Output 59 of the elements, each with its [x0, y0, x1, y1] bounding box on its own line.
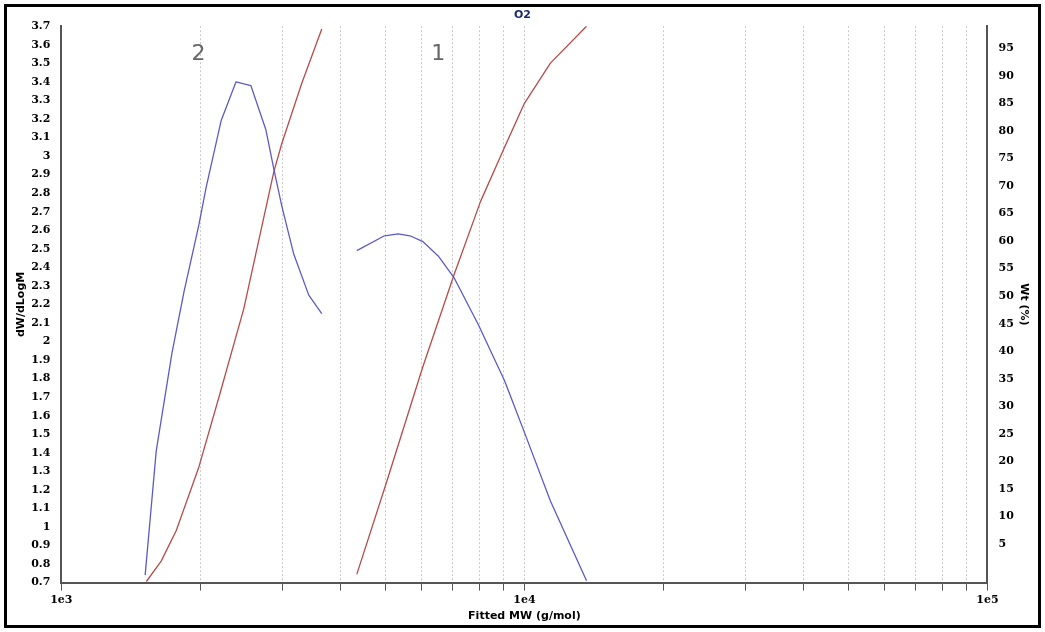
annotation: 2 — [191, 39, 206, 65]
y2-tick-label: 35 — [998, 371, 1014, 385]
y-tick-label: 3.1 — [31, 130, 51, 144]
y-tick-label: 3.7 — [31, 19, 51, 33]
y-tick-label: 2.5 — [31, 241, 51, 255]
y-tick-label: 1.3 — [31, 464, 51, 478]
y-tick-label: 2.8 — [31, 185, 51, 199]
y2-tick-label: 15 — [998, 481, 1014, 495]
y2-tick-label: 45 — [998, 316, 1014, 330]
y2-tick-label: 85 — [998, 96, 1014, 110]
y-tick-label: 1.8 — [31, 371, 51, 385]
y-tick-label: 3.2 — [31, 111, 51, 125]
y2-tick-label: 40 — [998, 344, 1015, 358]
y2-tick-label: 50 — [998, 289, 1015, 302]
y2-tick-label: 80 — [998, 123, 1015, 137]
chart-title: O2 — [513, 8, 532, 22]
y-tick-label: 3 — [42, 148, 51, 162]
x-tick-label: 1e4 — [513, 593, 536, 607]
y-tick-label: 2.4 — [31, 260, 51, 274]
y-tick-label: 1.4 — [31, 445, 51, 459]
y-tick-label: 0.7 — [31, 575, 51, 589]
y-tick-label: 3.5 — [31, 56, 51, 70]
y2-tick-label: 25 — [998, 426, 1014, 440]
y-axis-title: dW/dLogM — [14, 271, 28, 338]
y-tick-label: 2 — [42, 334, 51, 348]
y2-tick-label: 70 — [998, 178, 1015, 192]
y-tick-label: 1.2 — [31, 482, 51, 496]
y-tick-label: 0.8 — [31, 556, 51, 570]
y2-tick-label: 60 — [998, 233, 1015, 247]
y2-tick-label: 90 — [998, 68, 1015, 82]
y-tick-label: 1.1 — [31, 501, 51, 515]
y-tick-label: 1.6 — [31, 408, 51, 422]
y-tick-label: 2.9 — [31, 167, 51, 181]
y-tick-label: 2.1 — [31, 315, 51, 329]
y2-tick-label: 20 — [998, 454, 1015, 468]
y-tick-label: 0.9 — [31, 538, 51, 552]
annotation: 1 — [431, 39, 446, 65]
x-tick-label: 1e5 — [976, 593, 999, 607]
y-tick-label: 2.2 — [31, 297, 51, 311]
y-tick-label: 1 — [42, 519, 51, 533]
x-tick-label: 1e3 — [50, 593, 73, 607]
y-tick-label: 2.7 — [31, 204, 51, 218]
y-tick-label: 3.4 — [31, 74, 51, 88]
y-tick-label: 1.5 — [31, 427, 51, 441]
y2-tick-label: 75 — [998, 151, 1014, 165]
y2-tick-label: 55 — [998, 261, 1014, 275]
y-tick-label: 3.6 — [31, 37, 51, 51]
y-tick-label: 3.3 — [31, 93, 51, 107]
y2-tick-label: 10 — [998, 509, 1015, 523]
y2-tick-label: 30 — [998, 399, 1015, 413]
x-axis-title: Fitted MW (g/mol) — [468, 609, 581, 623]
y-tick-label: 1.7 — [31, 389, 51, 403]
y-tick-label: 2.6 — [31, 223, 51, 237]
y-tick-label: 2.3 — [31, 278, 51, 292]
y2-tick-label: 5 — [998, 536, 1007, 550]
y2-axis-title: Wt (%) — [1017, 283, 1031, 326]
y2-tick-label: 65 — [998, 206, 1014, 220]
y-tick-label: 1.9 — [31, 352, 51, 366]
y2-tick-label: 95 — [998, 41, 1014, 55]
